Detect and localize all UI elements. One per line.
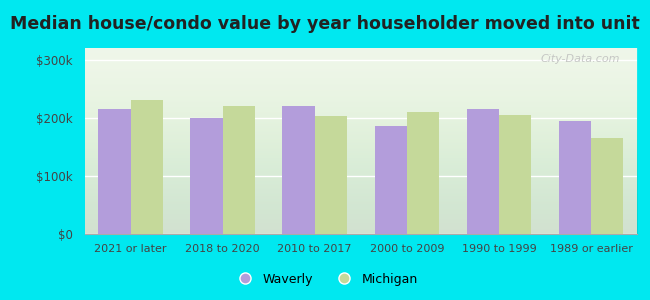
Bar [467, 109, 499, 234]
Bar [131, 100, 162, 234]
Bar [190, 118, 222, 234]
Bar [283, 106, 315, 234]
Bar [499, 115, 531, 234]
Bar [559, 121, 591, 234]
Legend: Waverly, Michigan: Waverly, Michigan [227, 268, 422, 291]
Text: Median house/condo value by year householder moved into unit: Median house/condo value by year househo… [10, 15, 640, 33]
Bar [315, 116, 347, 234]
Bar [407, 112, 439, 234]
Bar [591, 138, 623, 234]
Bar [98, 109, 131, 234]
Text: City-Data.com: City-Data.com [541, 54, 620, 64]
Bar [222, 106, 255, 234]
Bar [374, 127, 407, 234]
